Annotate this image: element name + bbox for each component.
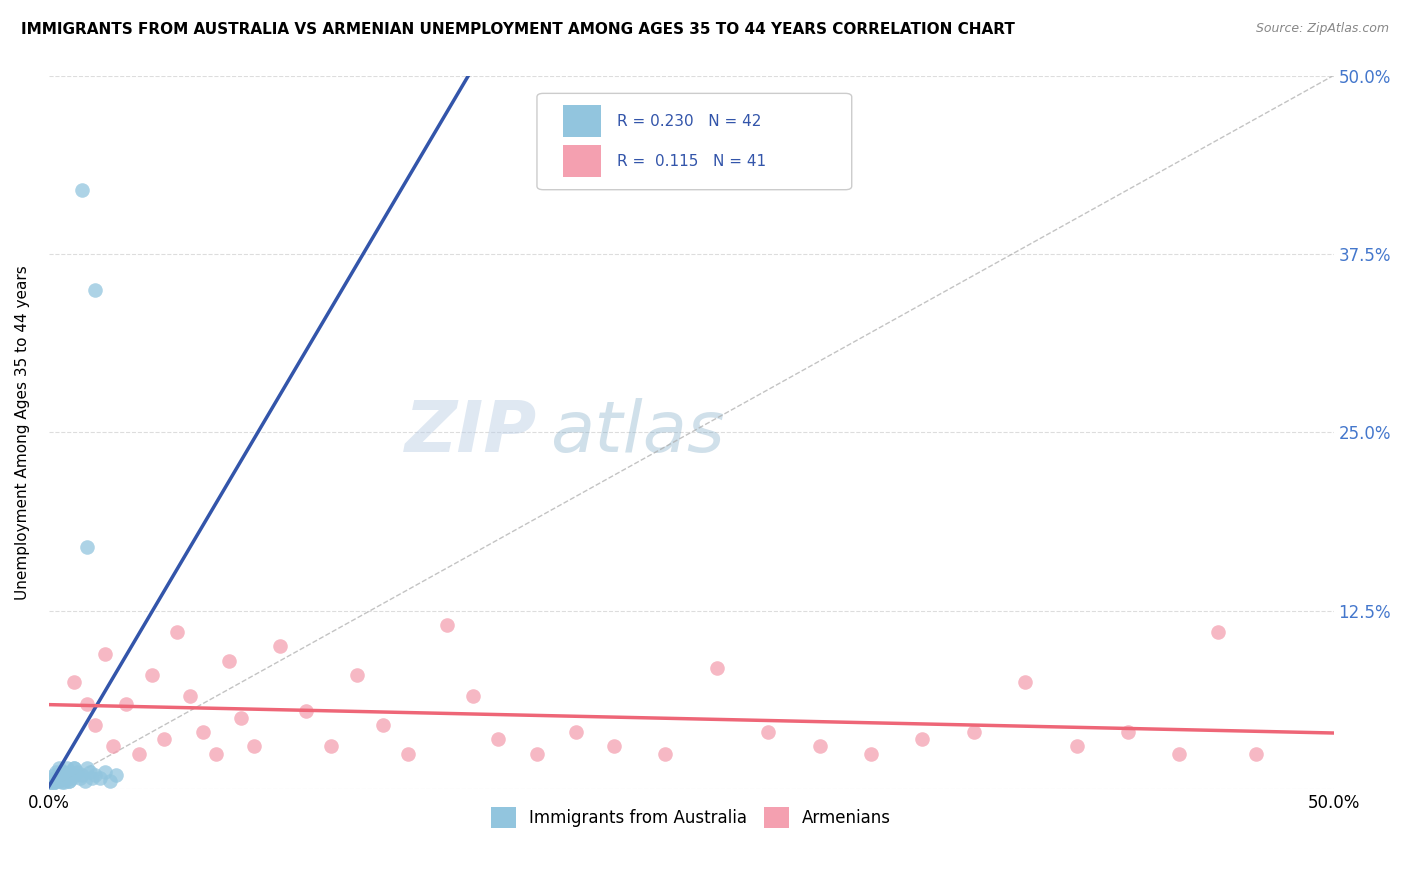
Point [1066, 739, 1088, 754]
Point [564, 725, 586, 739]
Point [55, 771, 77, 785]
Point [231, 711, 253, 725]
Point [94, 647, 117, 661]
Point [166, 625, 188, 640]
Point [84, 718, 107, 732]
Point [48, 771, 70, 785]
Point [1014, 675, 1036, 690]
Point [45, 765, 67, 780]
Point [526, 747, 548, 761]
Point [1246, 747, 1268, 761]
Point [45, 771, 67, 785]
Point [41, 778, 63, 792]
Point [51, 768, 73, 782]
Point [243, 739, 266, 754]
Point [48, 761, 70, 775]
Bar [562, 105, 602, 137]
Point [63, 768, 86, 782]
Point [294, 704, 316, 718]
Point [398, 747, 420, 761]
Point [63, 675, 86, 690]
Text: ZIP: ZIP [405, 398, 537, 467]
Point [153, 732, 176, 747]
Point [94, 765, 117, 780]
FancyBboxPatch shape [537, 94, 852, 190]
Point [51, 775, 73, 789]
Text: atlas: atlas [550, 398, 724, 467]
Point [603, 739, 626, 754]
Point [70, 183, 93, 197]
Point [55, 761, 77, 775]
Point [51, 768, 73, 782]
Point [141, 668, 163, 682]
Point [218, 654, 240, 668]
Point [371, 718, 394, 732]
Point [859, 747, 882, 761]
Point [42, 775, 65, 789]
Point [42, 768, 65, 782]
Point [73, 773, 96, 788]
Point [79, 765, 101, 780]
Point [486, 732, 509, 747]
Point [963, 725, 986, 739]
Point [58, 773, 80, 788]
Point [461, 690, 484, 704]
Point [70, 768, 93, 782]
Legend: Immigrants from Australia, Armenians: Immigrants from Australia, Armenians [484, 801, 898, 834]
Point [53, 771, 76, 785]
Point [346, 668, 368, 682]
Point [60, 771, 83, 785]
Point [66, 765, 89, 780]
Point [58, 773, 80, 788]
Point [76, 540, 98, 554]
Point [436, 618, 458, 632]
Point [100, 773, 122, 788]
Point [1168, 747, 1191, 761]
Point [69, 771, 91, 785]
Point [204, 747, 226, 761]
Point [104, 768, 127, 782]
Point [1116, 725, 1139, 739]
Point [808, 739, 831, 754]
Point [53, 765, 76, 780]
Bar [562, 145, 602, 178]
Point [756, 725, 779, 739]
Text: Source: ZipAtlas.com: Source: ZipAtlas.com [1256, 22, 1389, 36]
Point [58, 765, 80, 780]
Point [114, 697, 136, 711]
Point [41, 775, 63, 789]
Point [45, 773, 67, 788]
Point [53, 775, 76, 789]
Point [191, 725, 214, 739]
Point [1206, 625, 1229, 640]
Point [911, 732, 934, 747]
Point [55, 768, 77, 782]
Point [48, 773, 70, 788]
Point [89, 771, 111, 785]
Point [269, 640, 291, 654]
Text: R =  0.115   N = 41: R = 0.115 N = 41 [617, 153, 766, 169]
Point [101, 739, 124, 754]
Point [654, 747, 676, 761]
Text: IMMIGRANTS FROM AUSTRALIA VS ARMENIAN UNEMPLOYMENT AMONG AGES 35 TO 44 YEARS COR: IMMIGRANTS FROM AUSTRALIA VS ARMENIAN UN… [21, 22, 1015, 37]
Point [63, 761, 86, 775]
Text: R = 0.230   N = 42: R = 0.230 N = 42 [617, 113, 761, 128]
Point [82, 771, 104, 785]
Point [42, 771, 65, 785]
Point [128, 747, 150, 761]
Y-axis label: Unemployment Among Ages 35 to 44 years: Unemployment Among Ages 35 to 44 years [15, 265, 30, 599]
Point [321, 739, 343, 754]
Point [63, 761, 86, 775]
Point [76, 697, 98, 711]
Point [84, 283, 107, 297]
Point [179, 690, 201, 704]
Point [706, 661, 728, 675]
Point [84, 768, 107, 782]
Point [76, 761, 98, 775]
